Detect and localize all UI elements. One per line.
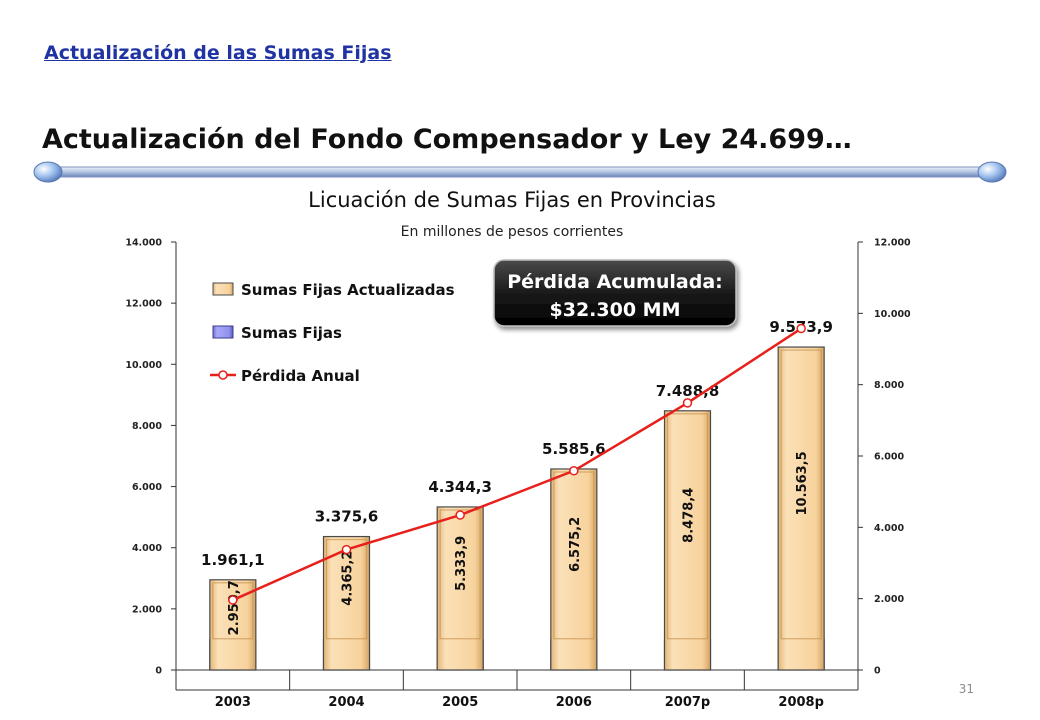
- section-link[interactable]: Actualización de las Sumas Fijas: [44, 42, 392, 64]
- left-y-tick-label: 2.000: [132, 604, 162, 615]
- bar-label-sumas-fijas-actualizadas: 4.365,2: [341, 551, 356, 606]
- callout-line2: $32.300 MM: [550, 299, 681, 321]
- right-y-tick-label: 2.000: [874, 594, 904, 605]
- callout-line1: Pérdida Acumulada:: [507, 271, 723, 293]
- legend-swatch-marker: [218, 370, 228, 380]
- x-tick-label: 2008p: [778, 695, 824, 710]
- bar-sumas-fijas-actualizadas-bevel: [325, 538, 368, 640]
- data-label-perdida-anual: 7.488,8: [656, 382, 720, 400]
- point-perdida-anual: [455, 510, 465, 520]
- point-perdida-anual: [796, 323, 806, 334]
- bar-sumas-fijas-actualizadas: [663, 410, 712, 671]
- chart-subtitle: En millones de pesos corrientes: [401, 224, 624, 240]
- left-y-tick-label: 0: [155, 666, 162, 677]
- right-y-tick-label: 6.000: [874, 452, 904, 463]
- x-tick-label: 2003: [215, 695, 251, 710]
- bar-sumas-fijas-actualizadas-bevel: [212, 582, 254, 640]
- bar-sumas-fijas-actualizadas-bevel: [780, 349, 822, 640]
- data-label-perdida-anual: 5.585,6: [542, 440, 606, 458]
- point-perdida-anual: [228, 595, 238, 605]
- right-y-tick-label: 0: [874, 666, 881, 677]
- chart-title: Licuación de Sumas Fijas en Provincias: [308, 188, 716, 212]
- legend-label: Pérdida Anual: [241, 367, 360, 385]
- series-sumas-fijas-actualizadas: 2.950,7 1.961,1 4.365,2 3.375,6 5.333,9 4.344…: [201, 318, 833, 671]
- point-perdida-anual: [682, 398, 693, 408]
- bar-sumas-fijas-actualizadas: [209, 579, 257, 671]
- divider-rod: [33, 161, 1007, 183]
- right-y-tick-label: 4.000: [874, 523, 904, 534]
- series-perdida-anual: [228, 323, 806, 605]
- page-number: 31: [958, 682, 974, 696]
- x-tick-label: 2006: [556, 695, 592, 710]
- left-y-tick-label: 12.000: [125, 299, 162, 310]
- right-y-tick-label: 10.000: [874, 309, 911, 320]
- legend: Sumas Fijas Actualizadas Sumas Fijas Pérdi…: [210, 281, 455, 385]
- x-tick-label: 2007p: [665, 695, 711, 710]
- left-y-tick-label: 14.000: [125, 238, 162, 249]
- right-y-tick-label: 12.000: [874, 238, 911, 249]
- legend-label: Sumas Fijas Actualizadas: [241, 281, 455, 299]
- bar-sumas-fijas-actualizadas-bevel: [439, 509, 481, 640]
- right-y-tick-label: 8.000: [874, 380, 904, 391]
- bar-sumas-fijas-actualizadas: [436, 506, 484, 671]
- point-perdida-anual: [569, 466, 579, 476]
- bar-label-sumas-fijas-actualizadas: 8.478,4: [682, 488, 697, 543]
- bar-sumas-fijas-actualizadas-bevel: [666, 413, 709, 640]
- legend-label: Sumas Fijas: [241, 324, 342, 342]
- point-perdida-anual: [341, 544, 352, 555]
- series-sumas-fijas: 989,6989,6989,6989,6989,6989,6: [209, 627, 825, 671]
- x-tick-label: 2005: [442, 695, 478, 710]
- bar-label-sumas-fijas-actualizadas: 10.563,5: [795, 451, 810, 515]
- x-tick-label: 2004: [328, 695, 364, 710]
- left-y-tick-label: 10.000: [125, 360, 162, 371]
- callout-perdida-acumulada: Pérdida Acumulada: $32.300 MM: [493, 259, 737, 327]
- bar-label-sumas-fijas-actualizadas: 6.575,2: [568, 517, 583, 572]
- right-y-axis: 0 2.000 4.000 6.000 8.000 10.000 12.000: [858, 238, 911, 677]
- left-y-tick-label: 4.000: [132, 543, 162, 554]
- bar-sumas-fijas-actualizadas: [777, 346, 825, 671]
- left-y-tick-label: 8.000: [132, 421, 162, 432]
- slide-heading: Actualización del Fondo Compensador y Le…: [42, 124, 852, 155]
- legend-swatch: [212, 282, 234, 296]
- data-label-perdida-anual: 3.375,6: [315, 508, 379, 526]
- x-axis: 2003 2004 2005 2006 2007p 2008p: [215, 670, 824, 710]
- left-y-tick-label: 6.000: [132, 482, 162, 493]
- bar-sumas-fijas-actualizadas: [550, 468, 598, 671]
- bar-sumas-fijas-actualizadas: [322, 535, 371, 671]
- data-label-perdida-anual: 4.344,3: [428, 478, 492, 496]
- legend-swatch: [212, 325, 234, 339]
- left-y-axis: 0 2.000 4.000 6.000 8.000 10.000 12.000 14.000: [125, 238, 176, 677]
- bar-label-sumas-fijas-actualizadas: 2.950,7: [227, 580, 242, 635]
- line-perdida-anual: [232, 327, 802, 602]
- data-label-perdida-anual: 1.961,1: [201, 551, 265, 569]
- bar-label-sumas-fijas-actualizadas: 5.333,9: [454, 536, 469, 591]
